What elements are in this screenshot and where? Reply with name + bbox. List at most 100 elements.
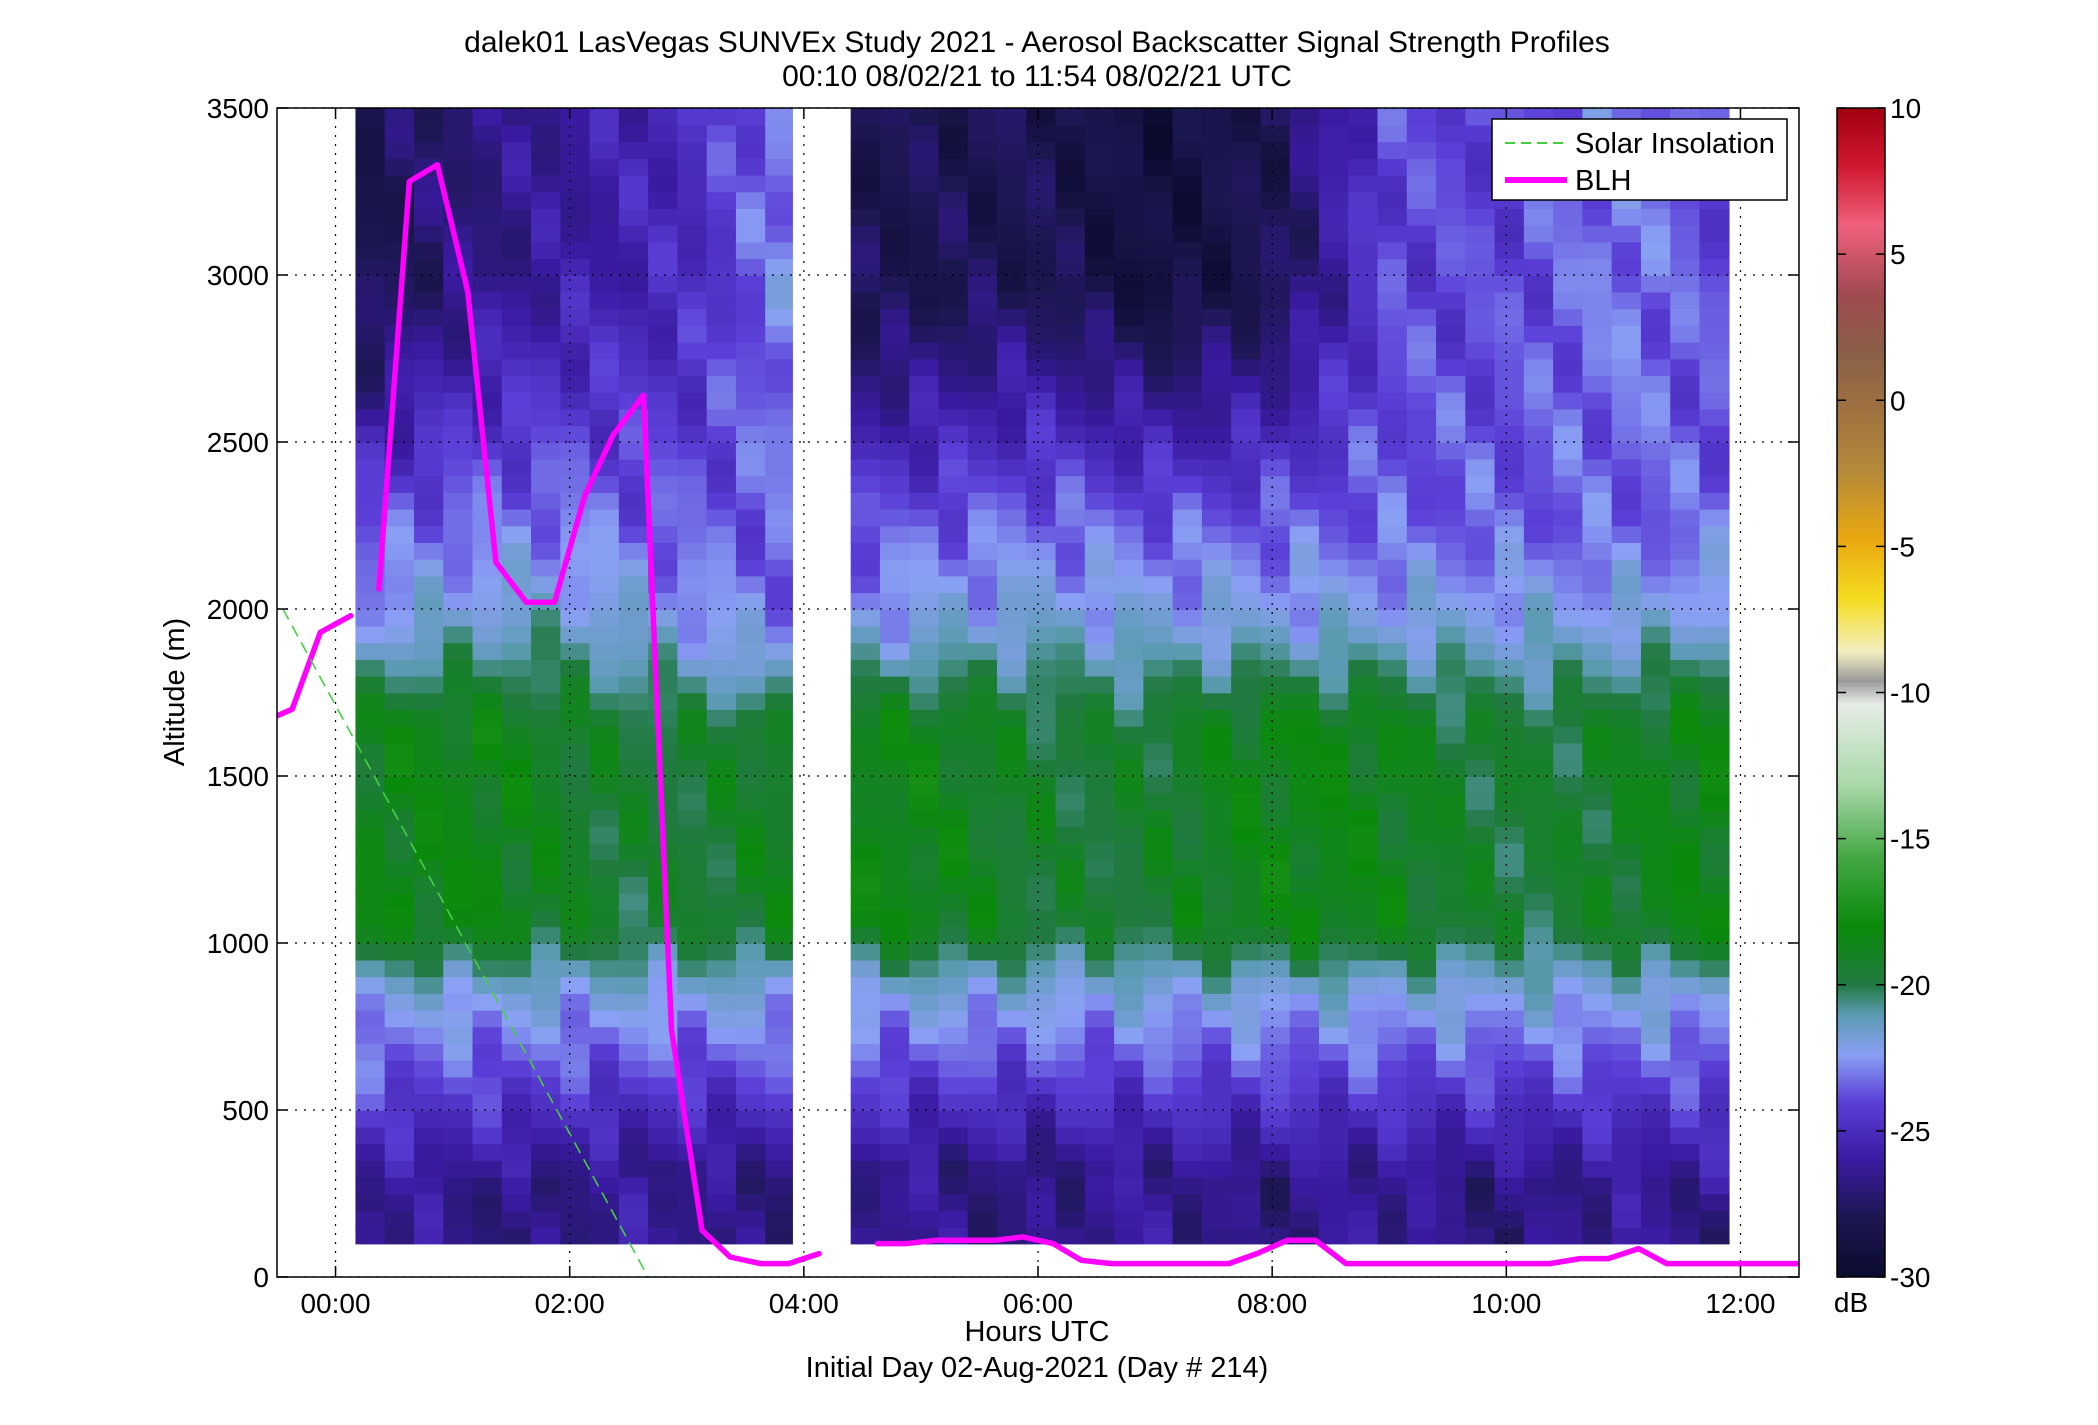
heatmap-cell — [443, 1093, 474, 1111]
heatmap-cell — [560, 592, 591, 610]
heatmap-cell — [1640, 358, 1672, 376]
heatmap-cell — [1055, 776, 1086, 794]
heatmap-cell — [1436, 625, 1467, 644]
heatmap-cell — [706, 174, 737, 193]
heatmap-cell — [1114, 241, 1145, 260]
heatmap-cell — [1231, 776, 1262, 794]
heatmap-cell — [677, 1043, 708, 1061]
heatmap-cell — [355, 442, 386, 460]
heatmap-cell — [706, 1126, 737, 1145]
heatmap-cell — [1055, 275, 1086, 293]
heatmap-cell — [1172, 542, 1203, 560]
heatmap-cell — [1289, 1093, 1320, 1111]
heatmap-cell — [531, 993, 562, 1011]
heatmap-cell — [355, 1059, 386, 1078]
heatmap-cell — [1114, 642, 1145, 660]
heatmap-cell — [706, 508, 737, 527]
heatmap-cell — [589, 375, 620, 393]
heatmap-cell — [677, 976, 708, 994]
heatmap-cell — [560, 659, 591, 677]
heatmap-cell — [1377, 1043, 1408, 1061]
heatmap-cell — [879, 141, 911, 159]
heatmap-cell — [1465, 358, 1496, 376]
heatmap-cell — [1084, 191, 1115, 209]
heatmap-cell — [1436, 709, 1467, 727]
heatmap-cell — [879, 375, 911, 393]
heatmap-cell — [501, 742, 532, 761]
heatmap-cell — [967, 158, 998, 176]
heatmap-cell — [1377, 592, 1408, 610]
heatmap-cell — [938, 158, 969, 176]
heatmap-cell — [1055, 1076, 1086, 1095]
heatmap-cell — [443, 909, 474, 928]
heatmap-cell — [1084, 692, 1115, 710]
heatmap-cell — [1348, 1176, 1379, 1195]
heatmap-cell — [1553, 575, 1584, 594]
heatmap-cell — [413, 976, 445, 994]
heatmap-cell — [1084, 492, 1115, 510]
heatmap-cell — [1640, 1160, 1672, 1178]
heatmap-cell — [1465, 158, 1496, 176]
y-tick-label: 2500 — [207, 427, 269, 458]
heatmap-cell — [1377, 1093, 1408, 1111]
heatmap-cell — [1172, 1160, 1203, 1178]
heatmap-cell — [1406, 592, 1437, 610]
heatmap-cell — [1377, 892, 1408, 911]
heatmap-cell — [1377, 492, 1408, 510]
heatmap-cell — [1260, 425, 1291, 443]
heatmap-cell — [531, 1009, 562, 1028]
heatmap-cell — [1143, 625, 1174, 644]
heatmap-cell — [1553, 208, 1584, 226]
heatmap-cell — [443, 258, 474, 276]
heatmap-cell — [1084, 592, 1115, 610]
heatmap-cell — [1318, 1026, 1350, 1044]
heatmap-cell — [531, 709, 562, 727]
heatmap-cell — [1143, 208, 1174, 226]
heatmap-cell — [589, 1093, 620, 1111]
heatmap-cell — [850, 575, 881, 594]
heatmap-cell — [1289, 108, 1320, 126]
heatmap-cell — [1406, 725, 1437, 744]
heatmap-cell — [355, 709, 386, 727]
heatmap-cell — [1406, 759, 1437, 777]
heatmap-cell — [1114, 1143, 1145, 1161]
heatmap-cell — [909, 1009, 940, 1028]
heatmap-cell — [648, 241, 679, 260]
heatmap-cell — [1172, 341, 1203, 360]
heatmap-cell — [1553, 692, 1584, 710]
heatmap-cell — [1231, 842, 1262, 861]
heatmap-cell — [1172, 876, 1203, 894]
heatmap-cell — [967, 776, 998, 794]
heatmap-cell — [735, 692, 767, 710]
heatmap-cell — [1318, 592, 1350, 610]
heatmap-cell — [472, 976, 503, 994]
heatmap-cell — [1026, 391, 1057, 410]
heatmap-cell — [560, 341, 591, 360]
heatmap-cell — [997, 1059, 1028, 1078]
heatmap-cell — [1699, 842, 1730, 861]
heatmap-cell — [1611, 425, 1642, 443]
colorbar-tick-label: 0 — [1890, 385, 1906, 416]
heatmap-cell — [1377, 224, 1408, 243]
heatmap-cell — [938, 993, 969, 1011]
heatmap-cell — [1640, 642, 1672, 660]
heatmap-cell — [1582, 1076, 1613, 1095]
heatmap-cell — [677, 926, 708, 944]
heatmap-cell — [967, 1009, 998, 1028]
heatmap-cell — [879, 1009, 911, 1028]
heatmap-cell — [1201, 158, 1232, 176]
heatmap-cell — [1289, 375, 1320, 393]
heatmap-cell — [1289, 842, 1320, 861]
heatmap-cell — [1465, 692, 1496, 710]
heatmap-cell — [1026, 1193, 1057, 1211]
heatmap-cell — [909, 542, 940, 560]
heatmap-cell — [1436, 1210, 1467, 1228]
heatmap-cell — [1553, 358, 1584, 376]
heatmap-cell — [443, 926, 474, 944]
heatmap-cell — [1114, 391, 1145, 410]
heatmap-cell — [1318, 158, 1350, 176]
heatmap-cell — [909, 1143, 940, 1161]
heatmap-cell — [997, 842, 1028, 861]
heatmap-cell — [1260, 943, 1291, 961]
